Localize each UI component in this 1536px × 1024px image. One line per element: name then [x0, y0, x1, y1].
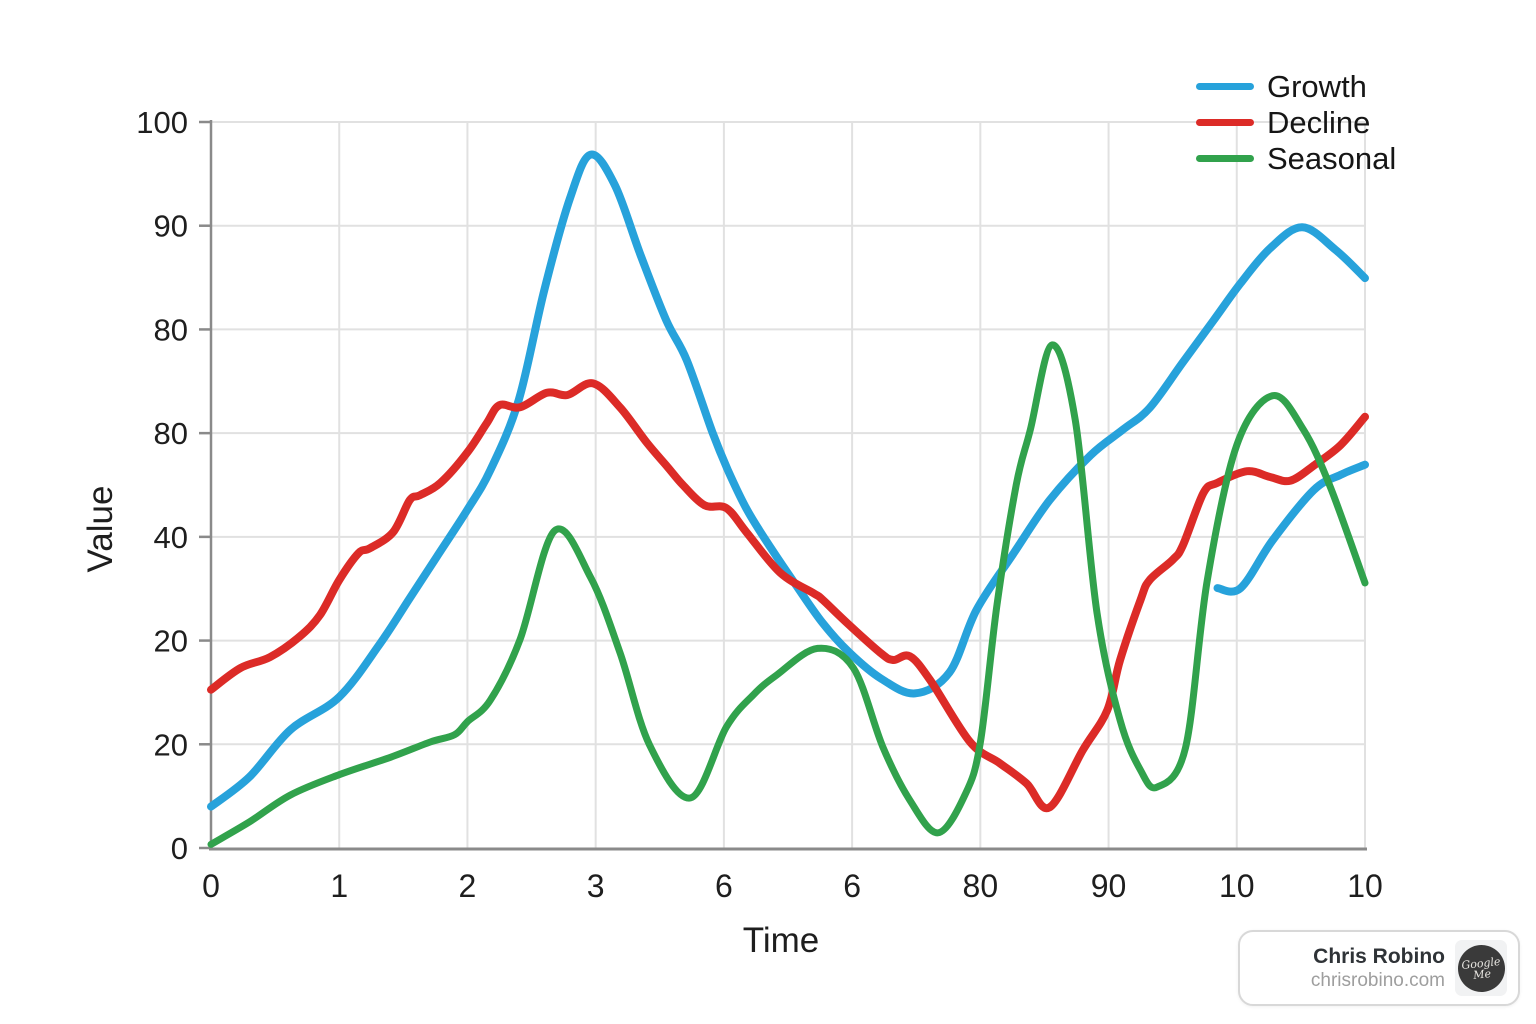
legend-label: Seasonal	[1267, 140, 1397, 176]
y-tick-label: 100	[136, 105, 188, 140]
x-tick-label: 3	[587, 868, 605, 904]
attribution-card: Chris Robino chrisrobino.com Google Me	[1238, 930, 1520, 1006]
google-me-badge-circle: Google Me	[1455, 942, 1507, 994]
attribution-name: Chris Robino	[1313, 945, 1445, 968]
chart-legend: Growth Decline Seasonal	[1196, 68, 1396, 176]
legend-item-growth: Growth	[1196, 68, 1396, 104]
x-tick-label: 10	[1347, 868, 1383, 904]
series-line-seasonal	[207, 341, 1369, 848]
x-tick-label: 0	[202, 868, 220, 904]
attribution-text: Chris Robino chrisrobino.com	[1311, 944, 1445, 992]
y-tick-label: 90	[154, 209, 188, 244]
series-curves	[207, 150, 1369, 848]
legend-swatch-decline	[1196, 118, 1254, 126]
y-tick-label: 40	[154, 520, 188, 555]
attribution-url: chrisrobino.com	[1310, 970, 1445, 991]
axes	[199, 120, 1367, 851]
google-me-badge: Google Me	[1455, 940, 1507, 996]
gridlines	[211, 121, 1366, 848]
x-tick-label: 80	[963, 868, 999, 904]
y-tick-label: 80	[154, 416, 188, 451]
y-tick-label: 80	[154, 312, 188, 347]
x-tick-label: 10	[1219, 868, 1255, 904]
y-tick-label: 20	[154, 624, 188, 659]
y-tick-label: 20	[154, 727, 188, 762]
y-axis-title: Value	[81, 485, 120, 573]
x-tick-label: 90	[1091, 868, 1127, 904]
x-tick-label: 1	[330, 868, 348, 904]
x-axis-title: Time	[742, 921, 820, 960]
series-line-growth	[207, 150, 1369, 811]
legend-item-seasonal: Seasonal	[1196, 140, 1396, 176]
legend-label: Decline	[1267, 104, 1371, 140]
badge-text-line2: Me	[1472, 966, 1492, 981]
x-tick-label: 6	[715, 868, 733, 904]
legend-swatch-growth	[1196, 82, 1254, 90]
x-tick-label: 6	[843, 868, 861, 904]
legend-swatch-seasonal	[1196, 154, 1254, 162]
series-line-decline	[207, 379, 1369, 813]
legend-label: Growth	[1267, 68, 1367, 104]
series-line-growth	[1213, 460, 1369, 596]
legend-item-decline: Decline	[1196, 104, 1396, 140]
y-tick-label: 0	[171, 831, 188, 866]
x-tick-label: 2	[459, 868, 477, 904]
